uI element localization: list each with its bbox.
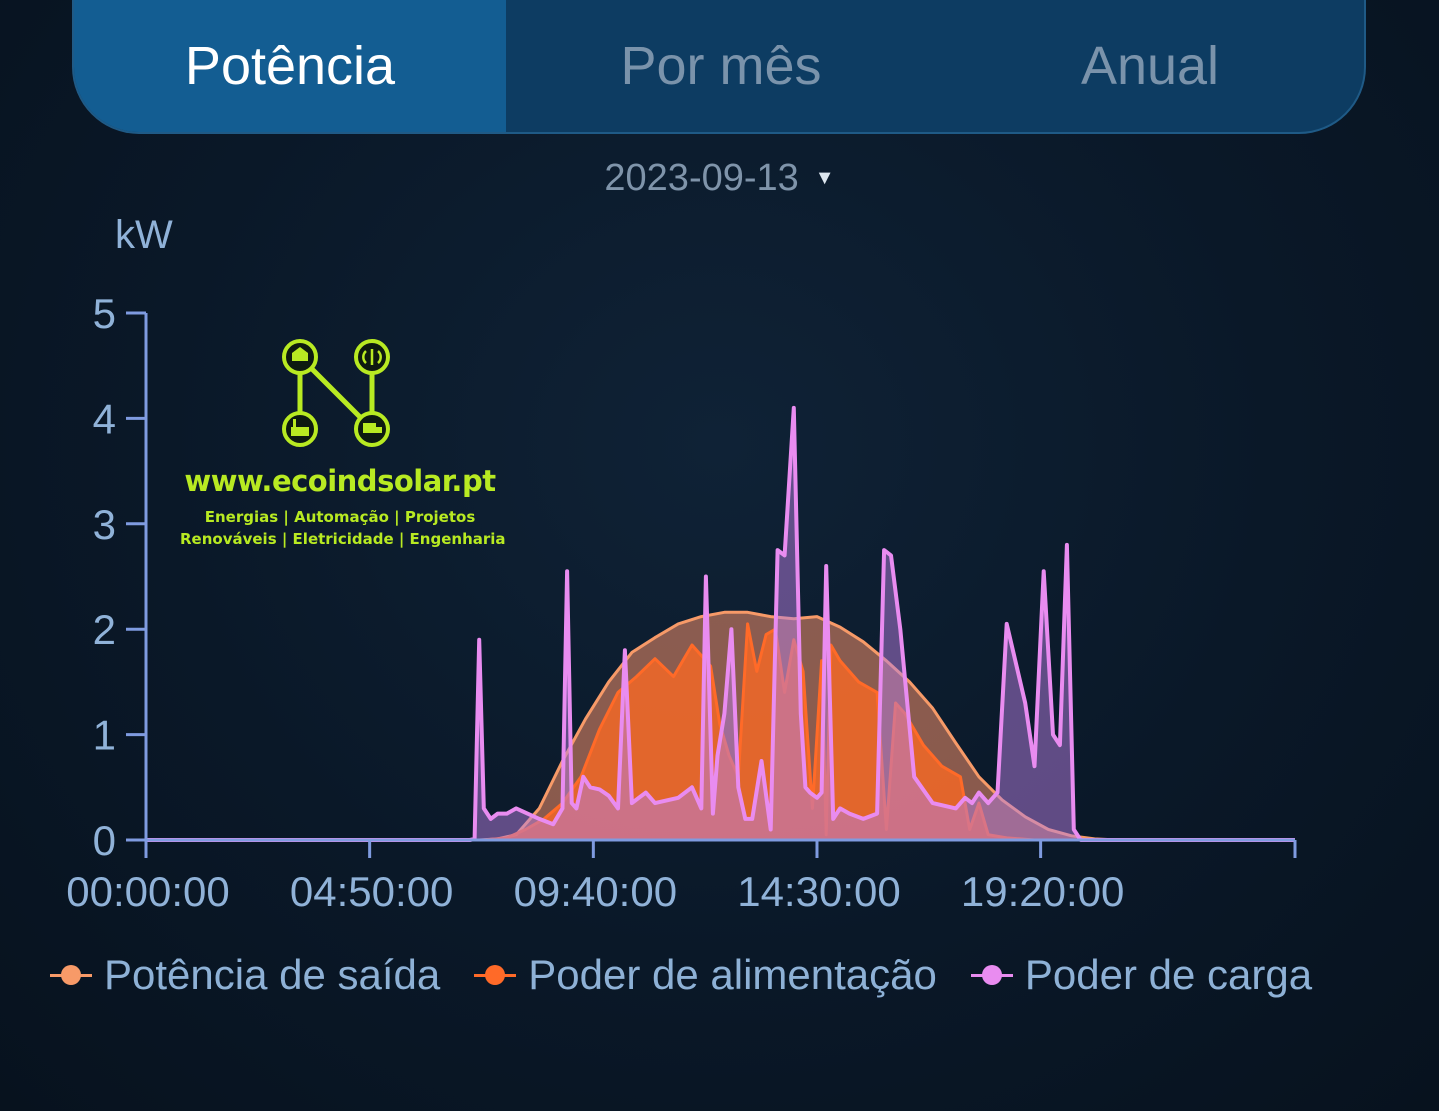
- legend-label-load: Poder de carga: [1024, 951, 1313, 998]
- series-line-load: [146, 405, 1295, 842]
- tab-anual[interactable]: Anual: [1080, 36, 1220, 96]
- watermark-line-2: Renováveis | Eletricidade | Engenharia: [180, 530, 506, 548]
- tab-potencia[interactable]: Potência: [74, 0, 506, 132]
- x-tick-label: 09:40:00: [514, 868, 678, 915]
- legend-label-output: Potência de saída: [104, 951, 441, 998]
- caret-down-icon: ▼: [814, 166, 835, 189]
- y-tick-label: 0: [93, 817, 116, 864]
- legend-marker-feed: [474, 960, 517, 990]
- chart-legend: Potência de saída Poder de alimentação P…: [50, 944, 1312, 1006]
- legend-marker-load: [970, 960, 1013, 990]
- legend-marker-output: [50, 960, 92, 990]
- x-tick-label: 00:00:00: [66, 868, 230, 915]
- x-tick-label: 14:30:00: [737, 868, 901, 915]
- date-value: 2023-09-13: [604, 156, 799, 199]
- series-layer: [146, 405, 1295, 842]
- x-tick-label: 19:20:00: [961, 868, 1125, 915]
- legend-item-output[interactable]: Potência de saída: [50, 951, 440, 999]
- watermark: www.ecoindsolar.pt Energias | Automação …: [180, 336, 506, 556]
- date-picker[interactable]: 2023-09-13 ▼: [0, 152, 1439, 204]
- watermark-line-1: Energias | Automação | Projetos: [204, 508, 476, 526]
- x-tick-label: 04:50:00: [290, 868, 454, 915]
- legend-label-feed: Poder de alimentação: [528, 951, 937, 998]
- series-area-load: [146, 407, 1295, 840]
- legend-item-feed[interactable]: Poder de alimentação: [474, 951, 937, 999]
- legend-item-load[interactable]: Poder de carga: [970, 951, 1313, 999]
- y-tick-label: 3: [93, 501, 116, 548]
- y-tick-label: 1: [93, 712, 116, 759]
- logo-line-diag: [308, 365, 364, 421]
- axes: 0 1 2 3 4 5 00:00:00 04:50:00 09:40:00 14:30:00 19…: [66, 290, 1297, 915]
- view-tabs: Potência Por mês Anual: [72, 0, 1366, 134]
- y-tick-label: 5: [93, 290, 116, 337]
- tab-por-mes[interactable]: Por mês: [620, 36, 822, 96]
- watermark-logo: [282, 339, 390, 447]
- y-tick-label: 2: [93, 606, 116, 653]
- y-tick-label: 4: [93, 395, 116, 442]
- y-axis-unit: kW: [115, 213, 173, 257]
- watermark-url: www.ecoindsolar.pt: [184, 464, 496, 498]
